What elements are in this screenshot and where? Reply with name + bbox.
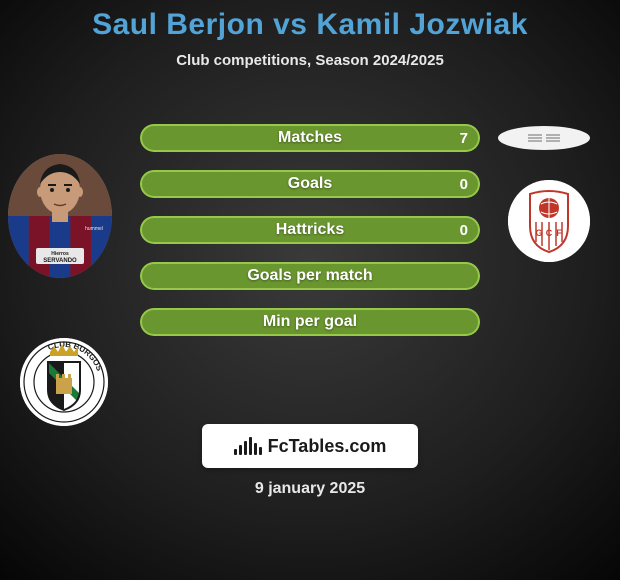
flip-oval-lines-icon — [524, 131, 564, 145]
left-club-badge-svg: CLUB BURGOS — [20, 338, 108, 426]
footer-logo-text: FcTables.com — [268, 436, 387, 457]
svg-text:G: G — [535, 228, 542, 238]
stat-bars: Matches7Goals0Hattricks0Goals per matchM… — [140, 124, 480, 354]
stat-bar-value: 0 — [460, 170, 468, 198]
footer-logo: FcTables.com — [202, 424, 418, 468]
left-player-avatar-svg: Hierros SERVANDO hummel — [8, 154, 112, 278]
svg-text:F: F — [556, 228, 562, 238]
stat-bar-label: Hattricks — [140, 216, 480, 244]
svg-text:hummel: hummel — [85, 226, 103, 232]
stat-bar-row: Goals per match — [140, 262, 480, 290]
svg-text:C: C — [546, 228, 553, 238]
stat-bar-row: Min per goal — [140, 308, 480, 336]
right-club-badge: GCF — [508, 180, 590, 262]
subtitle: Club competitions, Season 2024/2025 — [0, 52, 620, 69]
svg-text:SERVANDO: SERVANDO — [43, 258, 77, 264]
stat-bar-value: 7 — [460, 124, 468, 152]
stat-bar-label: Matches — [140, 124, 480, 152]
content-root: Saul Berjon vs Kamil Jozwiak Club compet… — [0, 0, 620, 580]
stat-bar-row: Goals0 — [140, 170, 480, 198]
stat-bar-value: 0 — [460, 216, 468, 244]
right-club-badge-svg: GCF — [508, 180, 590, 262]
page-title: Saul Berjon vs Kamil Jozwiak — [0, 0, 620, 42]
svg-text:Hierros: Hierros — [51, 251, 69, 257]
stat-bar-label: Min per goal — [140, 308, 480, 336]
left-player-avatar: Hierros SERVANDO hummel — [8, 154, 112, 278]
stat-bar-row: Matches7 — [140, 124, 480, 152]
stat-bar-label: Goals — [140, 170, 480, 198]
bars-chart-icon — [234, 437, 262, 455]
right-flip-oval — [498, 126, 590, 150]
stat-bar-row: Hattricks0 — [140, 216, 480, 244]
footer-date: 9 january 2025 — [0, 480, 620, 498]
stat-bar-label: Goals per match — [140, 262, 480, 290]
left-club-badge: CLUB BURGOS — [20, 338, 108, 426]
